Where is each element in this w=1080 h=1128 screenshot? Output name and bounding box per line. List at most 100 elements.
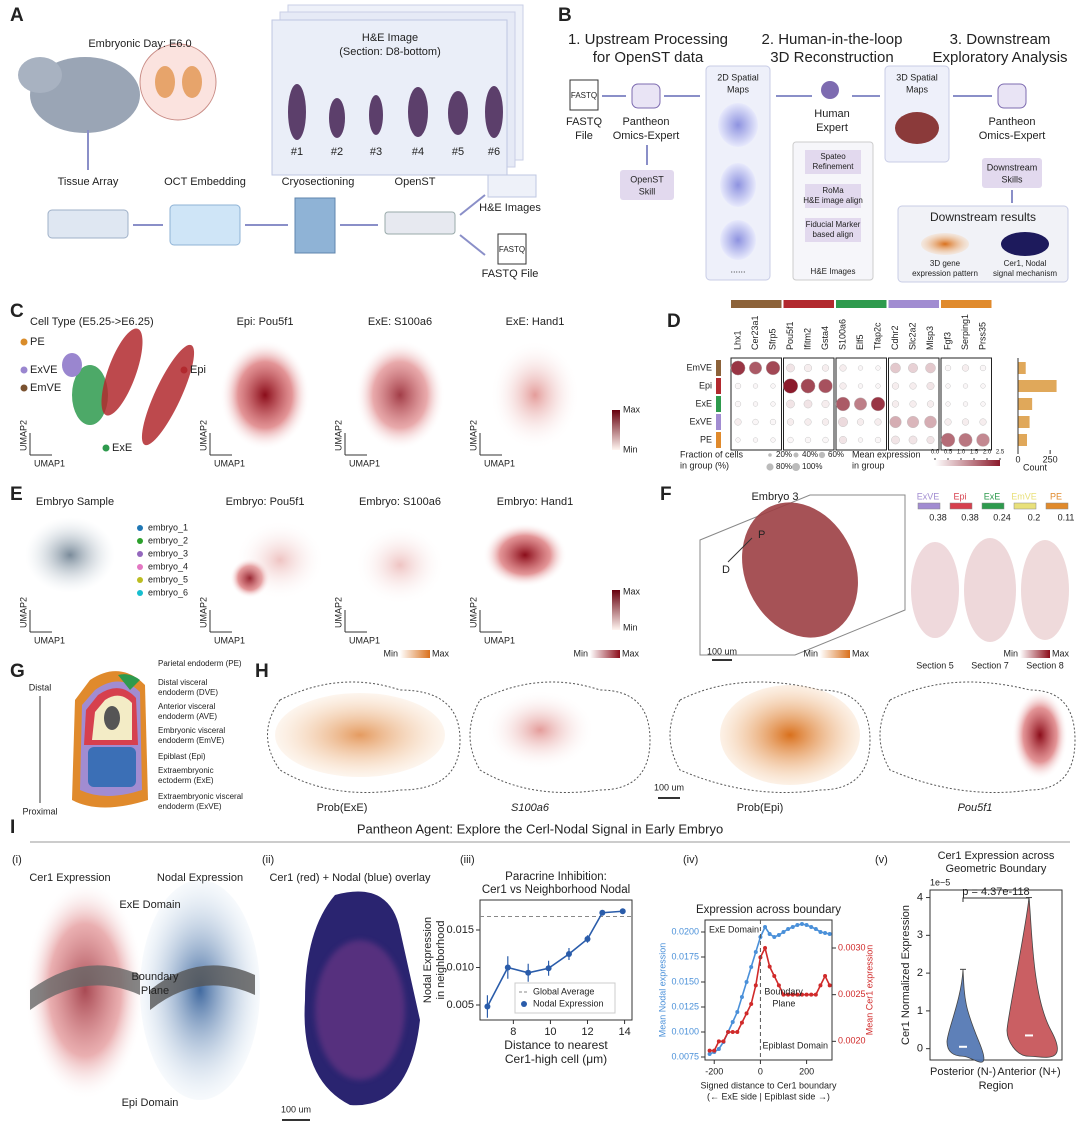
dot — [908, 435, 918, 445]
bounding-box — [699, 494, 906, 656]
panel-letter: A — [10, 5, 24, 26]
label: 3D gene — [930, 259, 961, 268]
tick-label: 0.0 — [931, 450, 940, 456]
legend-swatch — [137, 590, 143, 596]
y2-tick-label: 0.0025 — [838, 989, 866, 999]
gene-label: Fgf3 — [942, 332, 952, 350]
y2-axis-label: Mean Cer1 expression — [864, 945, 874, 1036]
boundary-plane — [30, 965, 140, 1010]
colorbar-value: 0.11 — [1058, 512, 1075, 522]
slice-label: #4 — [412, 146, 424, 158]
label: Refinement — [813, 162, 855, 171]
panel-letter: B — [558, 5, 572, 26]
colorbar — [917, 502, 941, 510]
point — [753, 950, 758, 954]
colorbar-label: Max — [623, 404, 641, 414]
x-tick-label: -200 — [705, 1066, 723, 1076]
legend-swatch — [102, 444, 110, 452]
sub-label: (i) — [12, 854, 22, 866]
y-axis-label: in neighborhood — [435, 921, 447, 1000]
colorbar-label: Min — [623, 444, 638, 454]
point — [781, 930, 786, 934]
outline — [879, 681, 1076, 793]
tick-label: 1.0 — [957, 450, 966, 456]
dot — [944, 364, 952, 372]
violin — [1006, 897, 1058, 1058]
group-box — [940, 357, 992, 451]
dot — [749, 361, 762, 375]
label: expression pattern — [912, 269, 978, 278]
map — [720, 163, 756, 207]
legend-swatch — [521, 1001, 527, 1007]
dot — [803, 399, 813, 409]
point — [781, 992, 786, 997]
x-tick-label: 12 — [581, 1026, 593, 1038]
arrow — [459, 194, 486, 216]
legend-dot — [818, 451, 826, 459]
axis-label: UMAP2 — [198, 597, 208, 628]
point — [730, 1030, 735, 1034]
label: H&E Image — [362, 32, 418, 44]
colorbar — [949, 502, 973, 510]
dot — [857, 437, 864, 443]
colorbar — [820, 650, 850, 658]
colorbar-label: Max — [852, 648, 870, 658]
annotation: Plane — [772, 998, 795, 1008]
count-bar — [1018, 434, 1027, 446]
embryo-icon — [155, 66, 175, 98]
umap-title: Embryo Sample — [36, 496, 114, 508]
dot — [838, 417, 848, 427]
point — [565, 951, 572, 957]
dot — [891, 400, 900, 408]
embryo-overlay — [315, 940, 405, 1080]
gene-label: Prss35 — [977, 322, 987, 350]
legend-dot — [768, 453, 772, 457]
y-tick-label: 0.0150 — [671, 976, 699, 986]
slice-label: #3 — [370, 146, 382, 158]
tool — [805, 218, 861, 242]
row-swatch — [716, 396, 721, 412]
dot — [839, 436, 847, 444]
labels: Parietal endoderm (PE)Distal visceralend… — [158, 659, 243, 811]
slice-label: #5 — [452, 146, 464, 158]
dot — [752, 437, 759, 443]
point — [763, 925, 768, 929]
map-label: Prob(ExE) — [317, 802, 368, 814]
gene-title: Embryo: Hand1 — [497, 496, 573, 508]
point — [818, 930, 823, 934]
step-label: OpenST — [395, 176, 436, 188]
colorbar-label: Max — [432, 648, 450, 658]
tissue — [369, 95, 383, 135]
dot — [752, 383, 759, 389]
dot — [770, 437, 776, 443]
legend-label: Nodal Expression — [533, 998, 604, 1008]
legend-swatch — [180, 366, 188, 374]
point — [753, 983, 758, 988]
step-title: 3. Downstream — [950, 31, 1051, 48]
panel-h: H Min Max Min Max Min Max Min Max Prob(E… — [255, 648, 1076, 814]
panel-letter: G — [10, 661, 25, 682]
legend-swatch — [137, 577, 143, 583]
legend-label: embryo_3 — [148, 548, 188, 558]
colorbar-value: 0.38 — [961, 512, 979, 522]
cluster — [72, 365, 108, 425]
diagram-label: endoderm (DVE) — [158, 688, 218, 697]
point — [767, 964, 772, 969]
row-label: EmVE — [686, 362, 712, 372]
chart-title: Paracrine Inhibition: — [505, 871, 607, 883]
axis-label: D — [722, 564, 730, 576]
point — [744, 980, 749, 984]
point — [749, 1002, 754, 1006]
legend-swatch — [20, 384, 28, 392]
title: Embryo 3 — [751, 491, 798, 503]
diagram-label: Parietal endoderm (PE) — [158, 659, 242, 668]
group-box — [888, 357, 940, 451]
chart-title: Expression across boundary — [696, 904, 841, 916]
colorbar-label: Min — [383, 648, 398, 658]
point — [763, 946, 768, 950]
count-bar — [1018, 362, 1026, 374]
outline — [469, 681, 651, 793]
gene-label: Serping1 — [960, 314, 970, 350]
label: Fiducial Marker — [806, 220, 861, 229]
